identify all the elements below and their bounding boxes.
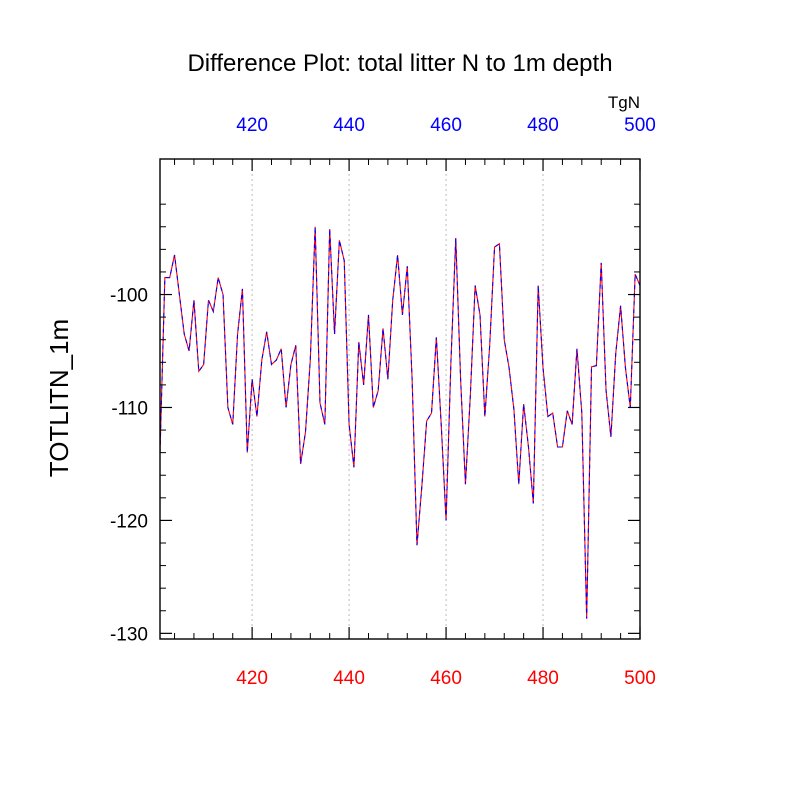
x-tick-label-bottom-460: 460 xyxy=(430,668,462,689)
y-tick-label--110: -110 xyxy=(111,398,148,419)
y-tick-label--100: -100 xyxy=(110,286,148,307)
x-tick-label-bottom-420: 420 xyxy=(236,668,268,689)
y-tick-label--120: -120 xyxy=(110,511,148,532)
x-tick-label-bottom-500: 500 xyxy=(624,668,656,689)
x-tick-label-top-460: 460 xyxy=(430,115,462,136)
axes: 420 420 440 440 460 460 480 480 500 500 -130 -120 -1… xyxy=(110,115,656,689)
grid-lines xyxy=(251,159,544,639)
y-axis-label: TOTLITN_1m xyxy=(44,319,74,477)
x-tick-label-top-500: 500 xyxy=(624,115,656,136)
x-tick-label-bottom-480: 480 xyxy=(527,668,559,689)
chart-title: Difference Plot: total litter N to 1m de… xyxy=(187,50,612,77)
top-axis-label: TgN xyxy=(608,93,640,112)
x-tick-label-bottom-440: 440 xyxy=(333,668,365,689)
y-tick-label--130: -130 xyxy=(110,624,148,645)
series-lines xyxy=(159,226,641,619)
series-line-blue-dashed xyxy=(159,226,641,619)
x-tick-label-top-440: 440 xyxy=(333,115,365,136)
x-tick-label-top-480: 480 xyxy=(527,115,559,136)
plot-frame xyxy=(159,158,641,640)
x-tick-label-top-420: 420 xyxy=(236,115,268,136)
